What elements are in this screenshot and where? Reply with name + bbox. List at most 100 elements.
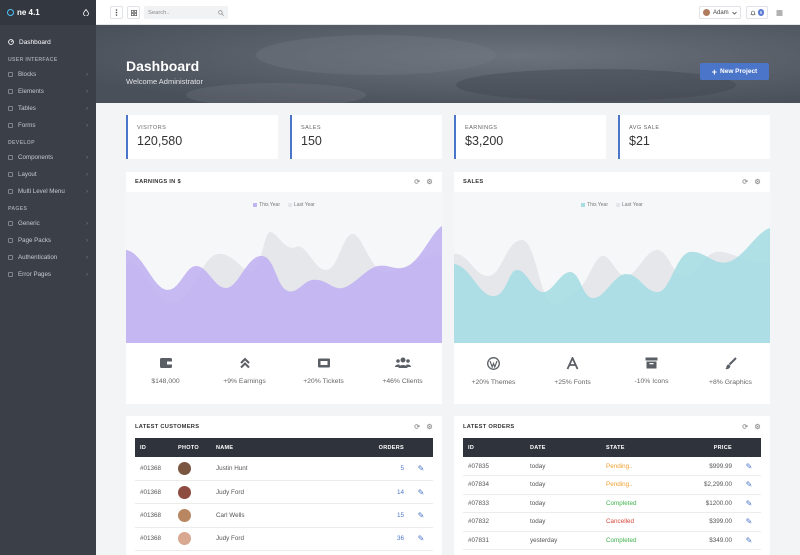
wordpress-icon xyxy=(487,357,500,370)
table-row[interactable]: #07834 today Pending.. $2,299.00 ✎ xyxy=(463,475,761,495)
order-id: #07834 xyxy=(463,475,525,495)
side-menu-button[interactable] xyxy=(773,6,786,19)
search-input[interactable]: Search.. xyxy=(144,6,228,19)
sales-chart: This Year Last Year xyxy=(454,192,770,343)
legend-label: This Year xyxy=(587,202,608,208)
footer-stat-text: +25% Fonts xyxy=(554,379,591,386)
column-header[interactable]: ID xyxy=(468,444,475,451)
more-vertical-button[interactable] xyxy=(110,6,123,19)
refresh-icon[interactable]: ⟳ xyxy=(742,424,749,431)
footer-stat: +20% Tickets xyxy=(284,343,363,404)
avatar xyxy=(178,485,191,499)
sidebar-section-title: PAGES xyxy=(8,206,28,212)
column-header[interactable]: STATE xyxy=(606,444,625,451)
pencil-icon[interactable]: ✎ xyxy=(417,534,425,544)
new-project-button[interactable]: + New Project xyxy=(700,63,769,80)
legend-item[interactable]: This Year xyxy=(253,202,280,208)
refresh-icon[interactable]: ⟳ xyxy=(742,179,749,186)
sidebar-item-authentication[interactable]: Authentication › xyxy=(0,249,96,266)
sidebar-item-forms[interactable]: Forms › xyxy=(0,117,96,134)
column-header[interactable]: ORDERS xyxy=(378,444,404,451)
sidebar-item-page-packs[interactable]: Page Packs › xyxy=(0,232,96,249)
gear-icon[interactable]: ⚙ xyxy=(754,179,761,186)
sidebar-item-label: Authentication xyxy=(18,254,58,261)
sidebar-item-elements[interactable]: Elements › xyxy=(0,83,96,100)
refresh-icon[interactable]: ⟳ xyxy=(414,424,421,431)
pencil-icon[interactable]: ✎ xyxy=(417,510,425,520)
notifications-button[interactable]: 6 xyxy=(746,6,768,19)
customer-orders: 36 xyxy=(359,527,409,552)
order-price: $2,299.00 xyxy=(677,475,737,495)
order-state: Cancelled xyxy=(601,512,677,532)
table-row[interactable]: #07831 yesterday Completed $349.00 ✎ xyxy=(463,531,761,550)
table-row[interactable]: #07833 today Completed $1200.00 ✎ xyxy=(463,494,761,513)
sidebar-item-label: Layout xyxy=(18,171,37,178)
pencil-icon[interactable]: ✎ xyxy=(745,535,753,545)
column-header[interactable]: PHOTO xyxy=(178,444,199,451)
refresh-icon[interactable]: ⟳ xyxy=(414,179,421,186)
sidebar-item-dashboard[interactable]: Dashboard xyxy=(0,33,96,51)
this-year-area xyxy=(126,226,442,343)
sidebar-item-label: Blocks xyxy=(18,71,37,78)
sidebar-item-multi-level-menu[interactable]: Multi Level Menu › xyxy=(0,183,96,200)
user-name: Adam xyxy=(713,9,729,16)
avatar xyxy=(178,532,191,546)
notification-badge: 6 xyxy=(757,9,765,16)
stat-value: $21 xyxy=(629,134,650,148)
footer-stat: -10% Icons xyxy=(612,343,691,404)
users-icon xyxy=(394,357,411,368)
table-row[interactable]: #01368 Justin Hunt 5 ✎ xyxy=(135,457,433,481)
sidebar-item-generic[interactable]: Generic › xyxy=(0,215,96,232)
sidebar-item-components[interactable]: Components › xyxy=(0,149,96,166)
chevron-right-icon: › xyxy=(86,254,88,261)
photo-cell xyxy=(173,503,211,528)
grid-button[interactable] xyxy=(127,6,140,19)
pencil-icon[interactable]: ✎ xyxy=(745,517,753,527)
brand-logo[interactable]: ne 4.1 xyxy=(7,8,40,17)
legend-label: Last Year xyxy=(622,202,643,208)
column-header[interactable]: PRICE xyxy=(713,444,732,451)
table-row[interactable]: #01368 Judy Ford 36 ✎ xyxy=(135,527,433,552)
column-header[interactable]: DATE xyxy=(530,444,546,451)
sidebar-item-error-pages[interactable]: Error Pages › xyxy=(0,266,96,283)
forms-icon xyxy=(8,123,13,128)
sidebar-item-layout[interactable]: Layout › xyxy=(0,166,96,183)
customer-name: Justin Hunt xyxy=(211,457,359,481)
sidebar-item-label: Error Pages xyxy=(18,271,52,278)
legend-item[interactable]: Last Year xyxy=(288,202,315,208)
table-row[interactable]: #01368 Judy Ford 14 ✎ xyxy=(135,480,433,505)
table-row[interactable]: #07832 today Cancelled $399.00 ✎ xyxy=(463,512,761,532)
gear-icon[interactable]: ⚙ xyxy=(754,424,761,431)
table-row[interactable]: #01368 Carl Wells 15 ✎ xyxy=(135,503,433,528)
stat-label: VISITORS xyxy=(137,125,167,131)
earnings-area-plot xyxy=(126,226,442,343)
user-menu-button[interactable]: Adam xyxy=(699,6,741,19)
sidebar-item-blocks[interactable]: Blocks › xyxy=(0,66,96,83)
pencil-icon[interactable]: ✎ xyxy=(417,463,425,473)
pencil-icon[interactable]: ✎ xyxy=(745,498,753,508)
topbar: Search.. Adam 6 xyxy=(96,0,800,25)
footer-stat-text: +9% Earnings xyxy=(223,378,266,385)
pencil-icon[interactable]: ✎ xyxy=(745,461,753,471)
theme-drop-icon[interactable] xyxy=(83,9,89,16)
column-header[interactable]: NAME xyxy=(216,444,234,451)
search-icon[interactable] xyxy=(218,9,224,16)
pencil-icon[interactable]: ✎ xyxy=(417,487,425,497)
edit-cell: ✎ xyxy=(409,457,433,481)
edit-cell: ✎ xyxy=(409,503,433,528)
legend-item[interactable]: This Year xyxy=(581,202,608,208)
card-header: LATEST ORDERS ⟳ ⚙ xyxy=(454,416,770,438)
legend-item[interactable]: Last Year xyxy=(616,202,643,208)
new-project-label: New Project xyxy=(720,68,758,75)
column-header[interactable]: ID xyxy=(140,444,147,451)
order-state: Pending.. xyxy=(601,457,677,476)
sidebar-item-label: Multi Level Menu xyxy=(18,188,65,195)
edit-cell: ✎ xyxy=(409,527,433,552)
gear-icon[interactable]: ⚙ xyxy=(426,179,433,186)
gear-icon[interactable]: ⚙ xyxy=(426,424,433,431)
customer-id: #01368 xyxy=(135,503,173,528)
table-row[interactable]: #07835 today Pending.. $999.99 ✎ xyxy=(463,457,761,476)
sidebar-item-tables[interactable]: Tables › xyxy=(0,100,96,117)
font-icon xyxy=(566,357,579,370)
pencil-icon[interactable]: ✎ xyxy=(745,480,753,490)
